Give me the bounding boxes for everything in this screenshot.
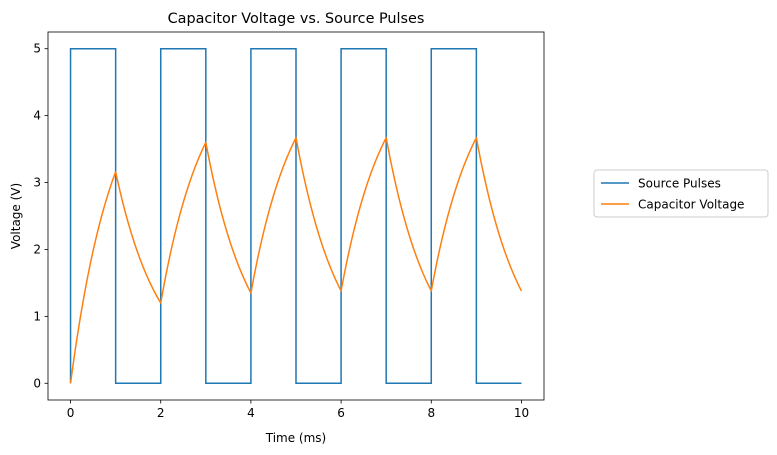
x-axis-ticks: 0 2 4 6 8 10: [67, 400, 529, 420]
legend-frame: [593, 169, 769, 218]
y-tick-label: 4: [33, 109, 41, 123]
x-tick-label: 8: [427, 406, 435, 420]
y-axis-ticks: 0 1 2 3 4 5: [33, 42, 48, 390]
x-tick-label: 10: [514, 406, 529, 420]
legend-label-capacitor-voltage: Capacitor Voltage: [638, 198, 744, 212]
x-tick-label: 0: [67, 406, 75, 420]
y-tick-label: 5: [33, 42, 41, 56]
y-tick-label: 0: [33, 376, 41, 390]
y-tick-label: 1: [33, 309, 41, 323]
series-layer: [69, 47, 523, 385]
x-axis-label: Time (ms): [265, 431, 327, 445]
y-axis-label: Voltage (V): [9, 183, 23, 249]
legend: Source Pulses Capacitor Voltage: [593, 169, 769, 218]
series-line-capacitor-voltage: [69, 136, 523, 384]
x-tick-label: 4: [247, 406, 255, 420]
x-tick-label: 2: [157, 406, 165, 420]
x-tick-label: 6: [337, 406, 345, 420]
series-line-source-pulses: [69, 47, 522, 385]
y-tick-label: 2: [33, 242, 41, 256]
y-tick-label: 3: [33, 176, 41, 190]
plot-frame: [47, 31, 545, 401]
plot-area: [47, 31, 545, 401]
chart-title: Capacitor Voltage vs. Source Pulses: [168, 11, 425, 27]
legend-label-source-pulses: Source Pulses: [638, 177, 721, 191]
